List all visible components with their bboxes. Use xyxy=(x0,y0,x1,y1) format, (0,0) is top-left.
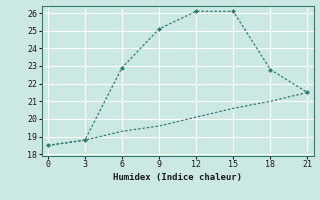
X-axis label: Humidex (Indice chaleur): Humidex (Indice chaleur) xyxy=(113,173,242,182)
